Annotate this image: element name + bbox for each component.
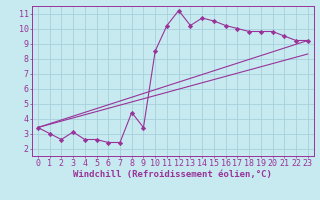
X-axis label: Windchill (Refroidissement éolien,°C): Windchill (Refroidissement éolien,°C)	[73, 170, 272, 179]
